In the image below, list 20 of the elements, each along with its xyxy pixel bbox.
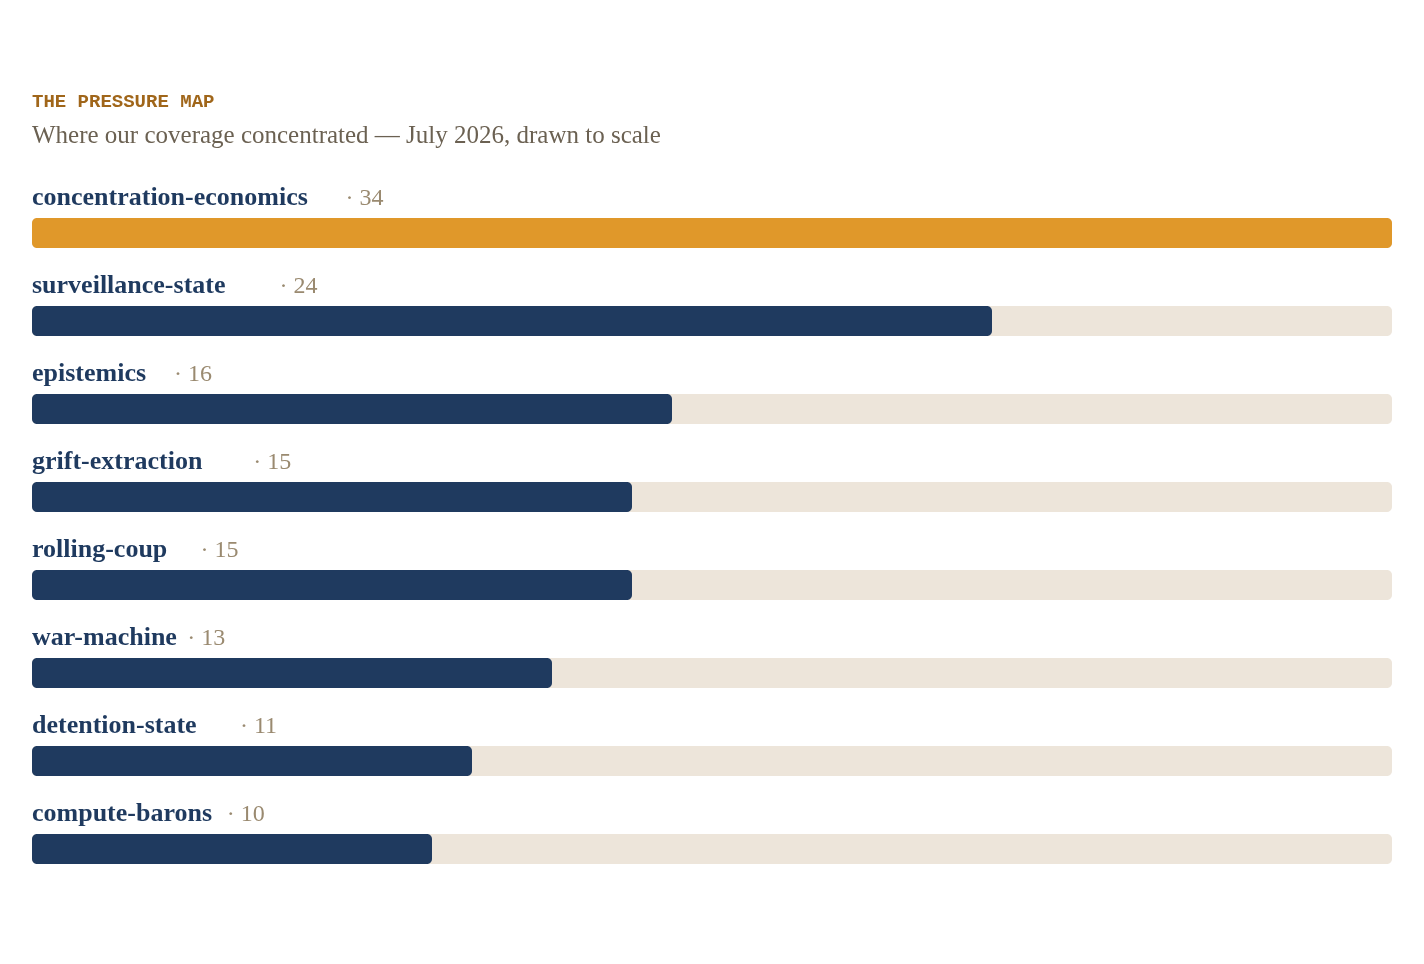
data-label: · 13 [187,624,226,650]
data-label: · 10 [226,800,265,826]
data-label: · 24 [279,272,318,298]
data-label: · 15 [200,536,239,562]
data-label: · 11 [240,712,278,738]
chart-title: THE PRESSURE MAP [32,91,215,113]
y-tick-label: epistemics [32,358,147,387]
data-label: · 34 [345,184,384,210]
bar [32,834,432,864]
bar [32,746,472,776]
y-tick-label: surveillance-state [32,270,226,299]
y-tick-label: war-machine [32,622,177,651]
y-tick-label: rolling-coup [32,534,168,563]
y-tick-label: detention-state [32,710,197,739]
data-label: · 16 [174,360,212,386]
data-label: · 15 [253,448,292,474]
y-tick-label: concentration-economics [32,182,308,211]
y-tick-label: compute-barons [32,798,213,827]
y-tick-label: grift-extraction [32,446,203,475]
chart-subtitle: Where our coverage concentrated — July 2026, drawn to scale [32,121,661,148]
